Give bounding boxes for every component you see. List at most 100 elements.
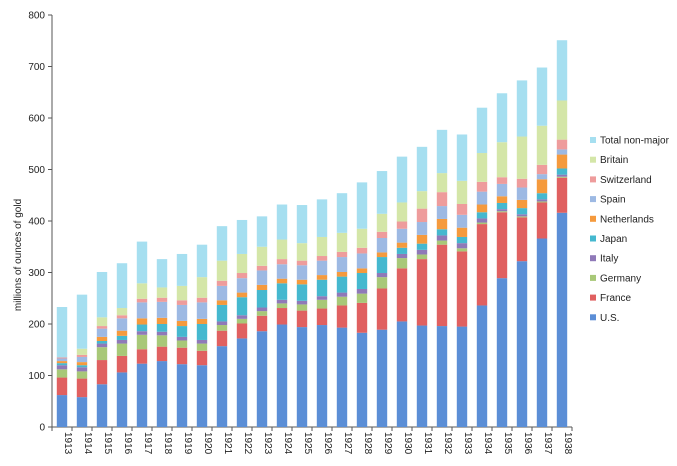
bar-segment-spain-1914: [76, 356, 88, 363]
x-tick-label: 1924: [282, 432, 293, 455]
bar-segment-switzerland-1923: [256, 265, 268, 271]
bar-segment-italy-1923: [256, 307, 268, 312]
bar-segment-total-non-major-1921: [216, 226, 228, 261]
bar-segment-france-1926: [316, 308, 328, 326]
bar-segment-britain-1931: [416, 191, 428, 209]
bar-segment-u-s--1914: [76, 397, 88, 427]
bar-segment-total-non-major-1934: [476, 107, 488, 154]
bar-segment-japan-1920: [196, 324, 208, 340]
bar-segment-italy-1931: [416, 249, 428, 255]
bar-segment-u-s--1938: [556, 212, 568, 427]
bar-segment-switzerland-1924: [276, 259, 288, 265]
bar-segment-total-non-major-1919: [176, 253, 188, 286]
bar-segment-france-1923: [256, 315, 268, 332]
bar-segment-netherlands-1917: [136, 318, 148, 325]
legend-swatch: [590, 255, 596, 262]
bar-segment-japan-1921: [216, 304, 228, 322]
bar-segment-germany-1913: [56, 369, 68, 378]
x-tick-label: 1930: [402, 432, 413, 455]
bar-segment-total-non-major-1920: [196, 244, 208, 278]
legend-swatch: [590, 176, 596, 183]
y-tick-label: 100: [28, 371, 45, 382]
bar-segment-britain-1918: [156, 287, 168, 298]
bar-segment-netherlands-1933: [456, 227, 468, 237]
bar-segment-italy-1930: [396, 253, 408, 259]
legend-label: Italy: [600, 254, 618, 265]
x-tick-label: 1935: [502, 432, 513, 455]
legend-swatch: [590, 294, 596, 301]
bar-segment-germany-1926: [316, 299, 328, 309]
bar-segment-total-non-major-1918: [156, 259, 168, 288]
bar-segment-netherlands-1925: [296, 279, 308, 285]
bar-segment-u-s--1919: [176, 364, 188, 427]
bar-segment-germany-1920: [196, 343, 208, 351]
bar-segment-japan-1926: [316, 279, 328, 297]
bar-segment-japan-1924: [276, 283, 288, 300]
bar-segment-japan-1935: [496, 202, 508, 210]
bar-segment-france-1936: [516, 217, 528, 262]
bar-segment-u-s--1928: [356, 332, 368, 427]
bar-segment-france-1933: [456, 251, 468, 327]
bar-segment-france-1928: [356, 302, 368, 333]
legend-label: Total non-major: [600, 136, 670, 147]
x-tick-label: 1917: [142, 432, 153, 455]
bar-segment-france-1937: [536, 202, 548, 239]
bar-segment-netherlands-1919: [176, 320, 188, 327]
x-tick-label: 1931: [422, 432, 433, 455]
bar-segment-u-s--1930: [396, 321, 408, 427]
bar-segment-switzerland-1926: [316, 256, 328, 261]
bar-segment-germany-1932: [436, 240, 448, 245]
legend-label: Netherlands: [600, 214, 654, 225]
bar-segment-germany-1921: [216, 325, 228, 331]
bar-segment-u-s--1921: [216, 346, 228, 427]
bar-segment-total-non-major-1937: [536, 67, 548, 126]
x-tick-label: 1933: [462, 432, 473, 455]
bar-segment-u-s--1932: [436, 326, 448, 427]
legend-label: Switzerland: [600, 175, 652, 186]
bar-segment-switzerland-1921: [216, 280, 228, 286]
bar-segment-france-1938: [556, 177, 568, 213]
bar-segment-total-non-major-1923: [256, 216, 268, 247]
bar-segment-netherlands-1938: [556, 154, 568, 169]
bar-segment-spain-1913: [56, 358, 68, 362]
bar-segment-total-non-major-1931: [416, 146, 428, 192]
bar-segment-netherlands-1937: [536, 179, 548, 194]
bar-segment-italy-1928: [356, 288, 368, 294]
bar-segment-netherlands-1926: [316, 275, 328, 280]
bar-segment-spain-1921: [216, 285, 228, 301]
bar-segment-spain-1936: [516, 187, 528, 200]
x-tick-label: 1920: [202, 432, 213, 455]
y-tick-label: 800: [28, 11, 45, 22]
y-tick-label: 200: [28, 320, 45, 331]
bar-segment-france-1921: [216, 330, 228, 347]
x-tick-label: 1938: [562, 432, 573, 455]
bar-segment-total-non-major-1915: [96, 271, 108, 318]
bar-segment-netherlands-1914: [76, 362, 88, 366]
legend-label: Britain: [600, 155, 628, 166]
bar-segment-italy-1920: [196, 339, 208, 344]
bar-segment-spain-1918: [156, 301, 168, 318]
bar-segment-britain-1916: [116, 308, 128, 316]
bar-segment-britain-1920: [196, 277, 208, 298]
x-tick-label: 1921: [222, 432, 233, 455]
bar-segment-netherlands-1932: [436, 218, 448, 230]
bar-segment-netherlands-1931: [416, 234, 428, 244]
bar-segment-germany-1917: [136, 334, 148, 350]
bar-segment-italy-1936: [516, 214, 528, 217]
y-tick-label: 300: [28, 268, 45, 279]
bar-segment-france-1932: [436, 244, 448, 327]
bar-segment-total-non-major-1916: [116, 263, 128, 309]
bar-segment-switzerland-1934: [476, 181, 488, 192]
bar-segment-japan-1923: [256, 290, 268, 308]
bar-segment-italy-1937: [536, 199, 548, 202]
bar-segment-u-s--1926: [316, 325, 328, 427]
bar-segment-total-non-major-1922: [236, 219, 248, 254]
bar-segment-u-s--1913: [56, 395, 68, 427]
bar-segment-germany-1925: [296, 304, 308, 311]
bar-segment-netherlands-1928: [356, 268, 368, 274]
bar-segment-japan-1937: [536, 193, 548, 200]
legend-label: Spain: [600, 195, 626, 206]
bar-segment-britain-1919: [176, 285, 188, 301]
bar-segment-germany-1933: [456, 248, 468, 252]
